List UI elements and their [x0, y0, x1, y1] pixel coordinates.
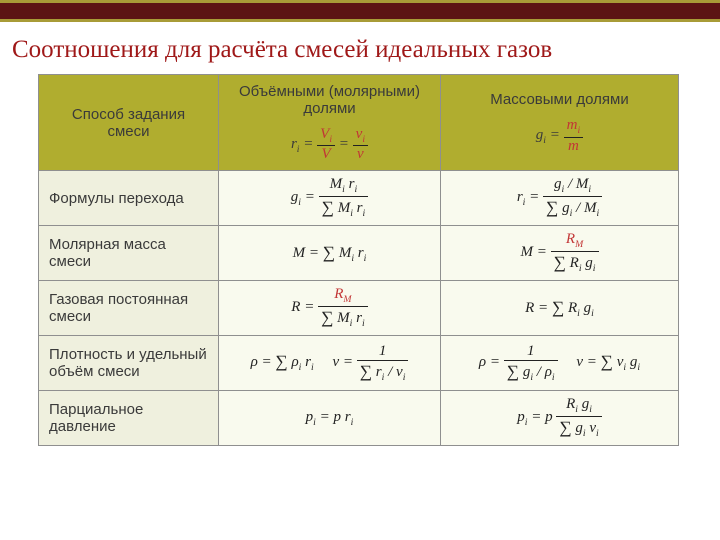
cell-vol: R = RM ∑ Mi ri — [219, 281, 441, 336]
row-label: Парциальное давление — [39, 391, 219, 446]
table-row: Парциальное давление pi = p ri pi = p Ri… — [39, 391, 679, 446]
row-label: Формулы перехода — [39, 171, 219, 226]
cell-vol: M = ∑ Mi ri — [219, 226, 441, 281]
table-row: Формулы перехода gi = Mi ri ∑ Mi ri ri =… — [39, 171, 679, 226]
cell-mass: R = ∑ Ri gi — [441, 281, 679, 336]
table-row: Газовая постоянная смеси R = RM ∑ Mi ri … — [39, 281, 679, 336]
formula-table: Способ задания смеси Объёмными (молярным… — [38, 74, 679, 446]
header-mass-formula: gi = mim — [451, 118, 668, 154]
header-method: Способ задания смеси — [39, 75, 219, 171]
table-header-row: Способ задания смеси Объёмными (молярным… — [39, 75, 679, 171]
header-volume-label: Объёмными (молярными) долями — [229, 83, 430, 117]
cell-vol: gi = Mi ri ∑ Mi ri — [219, 171, 441, 226]
cell-vol: ρ = ∑ ρi ri v = 1 ∑ ri / vi — [219, 336, 441, 391]
header-volume-formula: ri = ViV = νiν — [229, 127, 430, 163]
cell-mass: ri = gi / Mi ∑ gi / Mi — [441, 171, 679, 226]
row-label: Молярная масса смеси — [39, 226, 219, 281]
table-row: Молярная масса смеси M = ∑ Mi ri M = RM … — [39, 226, 679, 281]
header-mass: Массовыми долями gi = mim — [441, 75, 679, 171]
slide-title: Соотношения для расчёта смесей идеальных… — [12, 36, 720, 64]
header-volume: Объёмными (молярными) долями ri = ViV = … — [219, 75, 441, 171]
decorative-top-bar — [0, 0, 720, 22]
cell-mass: M = RM ∑ Ri gi — [441, 226, 679, 281]
cell-vol: pi = p ri — [219, 391, 441, 446]
slide: Соотношения для расчёта смесей идеальных… — [0, 0, 720, 540]
table-row: Плотность и удельный объём смеси ρ = ∑ ρ… — [39, 336, 679, 391]
cell-mass: pi = p Ri gi ∑ gi vi — [441, 391, 679, 446]
row-label: Газовая постоянная смеси — [39, 281, 219, 336]
header-mass-label: Массовыми долями — [451, 91, 668, 108]
row-label: Плотность и удельный объём смеси — [39, 336, 219, 391]
cell-mass: ρ = 1 ∑ gi / ρi v = ∑ vi gi — [441, 336, 679, 391]
